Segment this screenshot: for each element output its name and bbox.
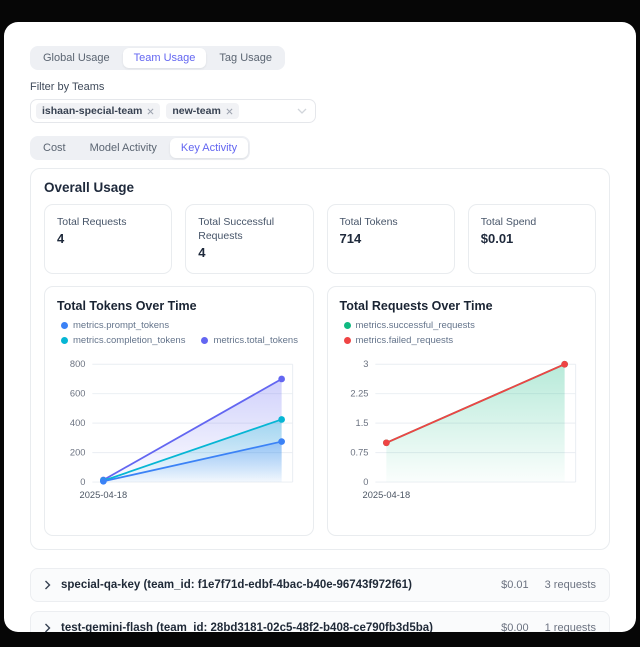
svg-text:800: 800 [70, 359, 86, 369]
stat-value: $0.01 [480, 231, 514, 247]
team-tag: new-team [166, 103, 239, 119]
svg-text:0.75: 0.75 [350, 448, 368, 458]
chart-canvas: 0 0.75 1.5 2.25 3 2025-04-18 [350, 359, 576, 500]
legend-label: metrics.successful_requests [355, 320, 475, 331]
legend-dot-icon [61, 337, 68, 344]
legend-label: metrics.prompt_tokens [73, 320, 170, 331]
svg-text:400: 400 [70, 418, 86, 428]
svg-text:0: 0 [363, 477, 368, 487]
key-row-requests: 1 requests [544, 622, 596, 632]
legend-item[interactable]: metrics.failed_requests [343, 335, 454, 346]
chart-title: Total Tokens Over Time [57, 299, 197, 313]
key-row-test-gemini-flash[interactable]: test-gemini-flash (team_id: 28bd3181-02c… [30, 611, 610, 632]
overall-usage-title: Overall Usage [44, 180, 135, 195]
usage-dashboard-window: Global Usage Team Usage Tag Usage Filter… [4, 22, 636, 632]
chevron-right-icon[interactable] [44, 580, 51, 590]
stat-label: Total Successful Requests [198, 216, 275, 243]
tokens-over-time-chart: Total Tokens Over Time metrics.prompt_to… [44, 286, 314, 536]
legend-item[interactable]: metrics.completion_tokens [61, 335, 185, 346]
tab-model-activity[interactable]: Model Activity [89, 142, 157, 154]
filter-by-teams-label: Filter by Teams [30, 81, 105, 93]
key-row-spend: $0.00 [501, 622, 529, 632]
stats-grid: Total Requests 4 Total Successful Reques… [44, 204, 596, 274]
team-select-input[interactable]: ishaan-special-team new-team [30, 99, 316, 123]
chevron-right-icon[interactable] [44, 623, 51, 632]
chart-legend: metrics.prompt_tokens metrics.completion_… [57, 320, 301, 346]
key-rows-list: special-qa-key (team_id: f1e7f71d-edbf-4… [30, 568, 610, 632]
chart-canvas: 0 200 400 600 800 2025-04-18 [70, 359, 294, 500]
stat-total-tokens: Total Tokens 714 [326, 204, 455, 274]
svg-text:0: 0 [80, 477, 85, 487]
legend-dot-icon [201, 337, 209, 344]
stat-value: 4 [57, 231, 65, 247]
tab-cost[interactable]: Cost [43, 142, 66, 154]
tab-global-usage[interactable]: Global Usage [43, 52, 110, 64]
legend-item[interactable]: metrics.total_tokens [201, 335, 298, 346]
usage-tab-group: Global Usage Team Usage Tag Usage [30, 46, 286, 70]
svg-text:600: 600 [70, 389, 86, 399]
team-tag: ishaan-special-team [36, 103, 161, 119]
chevron-down-icon[interactable] [297, 108, 307, 114]
stat-total-spend: Total Spend $0.01 [467, 204, 596, 274]
legend-dot-icon [343, 322, 351, 329]
remove-team-icon[interactable] [226, 108, 233, 115]
legend-label: metrics.total_tokens [213, 335, 298, 346]
stat-label: Total Spend [480, 216, 537, 228]
stat-value: 714 [339, 231, 362, 247]
svg-text:200: 200 [70, 448, 86, 458]
legend-label: metrics.completion_tokens [73, 335, 186, 346]
remove-team-icon[interactable] [147, 108, 154, 115]
legend-item[interactable]: metrics.prompt_tokens [61, 320, 169, 331]
chart-title: Total Requests Over Time [339, 299, 493, 313]
key-row-name: test-gemini-flash (team_id: 28bd3181-02c… [61, 622, 433, 632]
stat-value: 4 [198, 245, 206, 261]
legend-dot-icon [343, 337, 351, 344]
requests-over-time-chart: Total Requests Over Time metrics.success… [326, 286, 596, 536]
charts-grid: Total Tokens Over Time metrics.prompt_to… [44, 286, 596, 536]
key-row-requests: 3 requests [544, 579, 596, 591]
key-row-spend: $0.01 [501, 579, 529, 591]
tab-key-activity[interactable]: Key Activity [169, 138, 249, 158]
stat-total-requests: Total Requests 4 [44, 204, 173, 274]
stat-label: Total Tokens [339, 216, 398, 228]
svg-text:2025-04-18: 2025-04-18 [362, 490, 410, 500]
tab-team-usage[interactable]: Team Usage [122, 48, 207, 68]
activity-tab-group: Cost Model Activity Key Activity [30, 136, 251, 160]
key-row-name: special-qa-key (team_id: f1e7f71d-edbf-4… [61, 579, 412, 591]
legend-label: metrics.failed_requests [355, 335, 454, 346]
svg-text:1.5: 1.5 [355, 418, 368, 428]
key-row-special-qa-key[interactable]: special-qa-key (team_id: f1e7f71d-edbf-4… [30, 568, 610, 602]
stat-label: Total Requests [57, 216, 127, 228]
legend-dot-icon [61, 322, 68, 329]
svg-text:3: 3 [363, 359, 368, 369]
stat-total-successful-requests: Total Successful Requests 4 [185, 204, 314, 274]
svg-text:2025-04-18: 2025-04-18 [80, 490, 128, 500]
team-tag-label: new-team [172, 105, 221, 117]
chart-legend: metrics.successful_requests metrics.faile… [340, 320, 584, 346]
overall-usage-card: Overall Usage Total Requests 4 Total Suc… [30, 168, 610, 550]
tab-tag-usage[interactable]: Tag Usage [219, 52, 273, 64]
legend-item[interactable]: metrics.successful_requests [343, 320, 475, 331]
svg-text:2.25: 2.25 [350, 389, 368, 399]
team-tag-label: ishaan-special-team [42, 105, 143, 117]
